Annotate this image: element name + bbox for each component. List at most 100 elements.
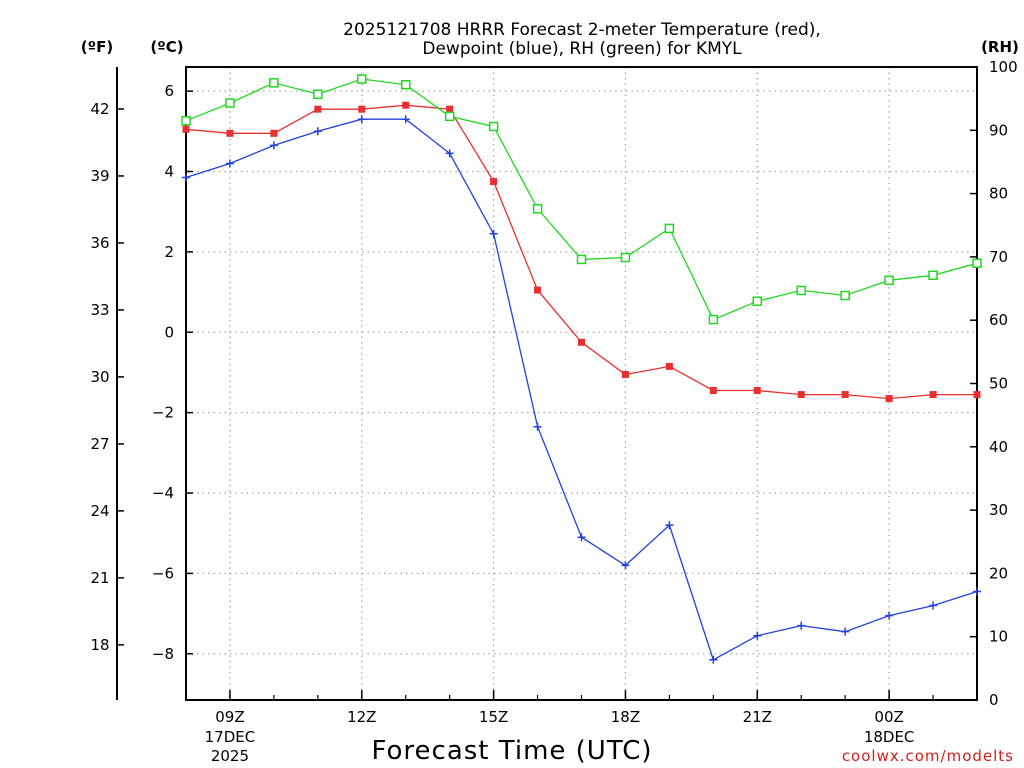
x-date-label: 2025 [211,747,249,765]
dewpoint-point [621,561,630,570]
fahrenheit-tick-label: 18 [90,636,109,654]
fahrenheit-tick-label: 24 [90,502,109,520]
celsius-unit-label: (ºC) [150,38,183,56]
plot-frame [185,66,978,701]
celsius-tick-label: −4 [152,484,174,502]
rh-point [269,78,279,88]
dewpoint-point [973,587,981,596]
dewpoint-line [185,118,978,661]
temperature-point [841,391,849,399]
dewpoint-point [533,422,542,431]
temperature-point [973,391,981,399]
rh-point [357,74,367,84]
rh-point [840,290,850,301]
celsius-tick-label: 6 [164,82,174,100]
temperature-point [314,105,322,113]
rh-tick-label: 90 [989,121,1008,139]
rh-point [181,116,191,126]
rh-point [620,252,631,263]
rh-tick-label: 50 [989,375,1008,393]
rh-tick-label: 10 [989,628,1008,646]
dewpoint-point [313,127,322,136]
celsius-tick-label: 4 [164,162,174,180]
rh-point [532,204,543,214]
rh-point [488,121,499,132]
dewpoint-point [357,115,366,124]
rh-tick-label: 70 [989,248,1008,266]
dewpoint-point [577,533,586,542]
rh-point [444,111,455,122]
rh-point [400,79,411,90]
rh-tick-label: 20 [989,564,1008,582]
rh-point [972,258,982,268]
chart-title-line-1: 2025121708 HRRR Forecast 2-meter Tempera… [343,20,821,40]
x-tick-label: 09Z [215,708,244,726]
rh-point [313,89,323,99]
temperature-point [226,129,234,137]
dewpoint-point [489,229,498,238]
fahrenheit-tick-label: 21 [90,569,109,587]
rh-tick-label: 100 [989,58,1018,76]
temperature-point [182,125,190,133]
dewpoint-point [182,173,190,182]
temperature-point [358,105,366,113]
temperature-point [929,391,937,399]
rh-point [225,98,235,108]
fahrenheit-tick-label: 27 [90,435,109,453]
x-tick-label: 12Z [347,708,376,726]
axes [116,66,978,701]
x-date-label: 17DEC [205,728,256,746]
fahrenheit-tick-label: 30 [90,368,109,386]
dewpoint-point [401,115,410,124]
fahrenheit-tick-label: 36 [90,234,109,252]
temperature-point [578,338,585,346]
dewpoint-point [797,621,806,630]
celsius-tick-label: 2 [164,243,174,261]
dewpoint-point [445,149,454,158]
temperature-point [534,286,542,294]
temperature-point [270,129,278,137]
celsius-tick-label: −8 [152,645,174,663]
dewpoint-point [225,159,234,168]
fahrenheit-tick-label: 39 [90,167,109,185]
dewpoint-point [841,627,850,636]
chart-title-line-2: Dewpoint (blue), RH (green) for KMYL [422,39,742,59]
rh-point [884,275,894,286]
dewpoint-point [269,141,278,150]
dewpoint-point [665,521,674,530]
fahrenheit-tick-label: 33 [90,301,109,319]
rh-point [928,270,938,281]
source-watermark: coolwx.com/modelts [842,747,1014,765]
rh-point [708,314,719,325]
celsius-tick-label: 0 [164,323,174,341]
temperature-point [621,370,629,378]
x-tick-label: 21Z [743,708,772,726]
rh-tick-label: 60 [989,311,1008,329]
data-series [181,74,982,664]
temperature-point [665,362,673,370]
dewpoint-point [929,601,938,610]
fahrenheit-tick-label: 42 [90,100,109,118]
celsius-tick-label: −2 [152,404,174,422]
celsius-tick-label: −6 [152,564,174,582]
rh-point [576,254,587,265]
dewpoint-point [709,655,718,664]
rh-tick-label: 30 [989,501,1008,519]
rh-tick-label: 80 [989,185,1008,203]
grid-lines [186,67,977,700]
dewpoint-point [885,611,894,620]
temperature-point [797,391,805,399]
x-date-label: 18DEC [864,728,915,746]
rh-tick-label: 0 [989,691,999,709]
fahrenheit-unit-label: (ºF) [81,38,113,56]
temperature-point [490,178,498,186]
temperature-point [753,387,761,395]
rh-tick-label: 40 [989,438,1008,456]
temperature-point [446,105,454,113]
x-axis-title: Forecast Time (UTC) [371,736,652,766]
tick-labels: 6420−2−4−6−84239363330272421181009080706… [90,58,1017,765]
x-tick-label: 00Z [874,708,903,726]
rh-point [796,285,806,296]
dewpoint-point [753,631,762,640]
